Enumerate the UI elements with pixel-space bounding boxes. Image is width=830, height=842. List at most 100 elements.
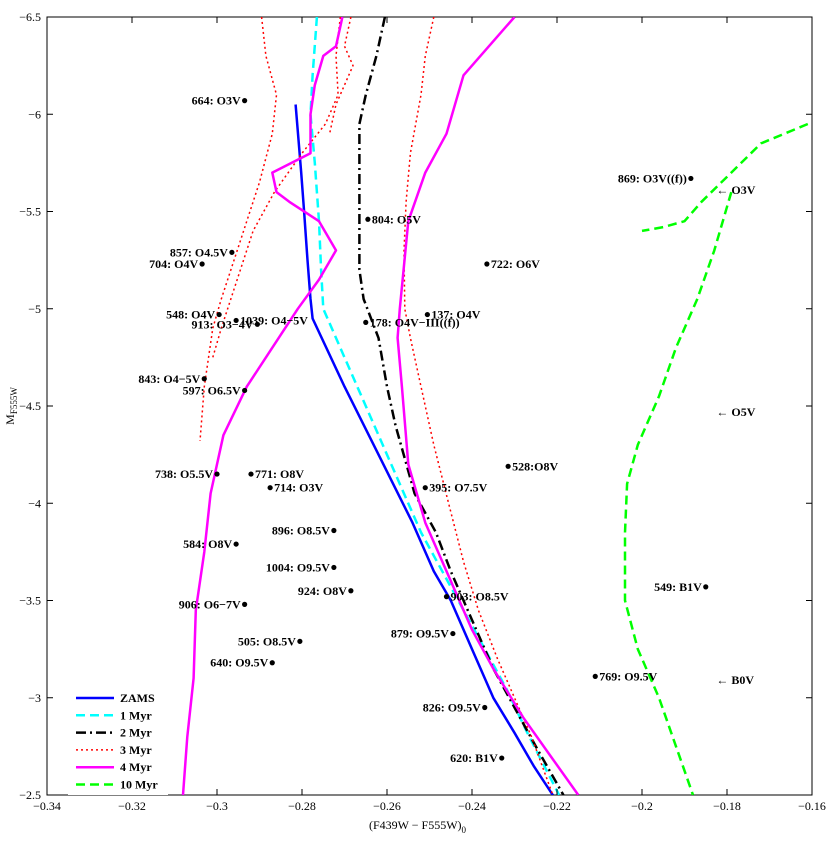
- star-point: [505, 463, 511, 469]
- plot-frame: [46, 16, 813, 796]
- star-label: 771: O8V: [255, 467, 304, 481]
- star-label: 857: O4.5V: [170, 245, 228, 259]
- legend-label: 1 Myr: [120, 708, 152, 722]
- star-point: [484, 261, 490, 267]
- star-point: [269, 660, 275, 666]
- star-point: [482, 704, 488, 711]
- star-point: [592, 673, 598, 679]
- star-point: [242, 98, 248, 104]
- legend-label: ZAMS: [120, 691, 155, 705]
- y-axis-title: MF555W: [3, 387, 19, 425]
- star-point: [363, 319, 369, 325]
- curve-3-myr-5: [212, 17, 342, 358]
- star-point: [248, 471, 254, 477]
- curve-10-myr-10: [623, 191, 733, 795]
- x-tick-label: −0.22: [543, 799, 571, 813]
- star-point: [348, 588, 354, 594]
- spectral-type-markers: ← O3V ← O5V ← B0V: [716, 183, 755, 687]
- star-point: [201, 376, 207, 382]
- x-axis-title: (F439W − F555W)0: [369, 818, 467, 835]
- star-label: 178: O4V−III((f)): [370, 315, 460, 329]
- star-label: 869: O3V((f)): [618, 171, 687, 185]
- y-axis-title-main: M: [3, 414, 17, 425]
- spectral-type-marker: ← B0V: [716, 673, 754, 687]
- curve-zams-0: [294, 104, 554, 795]
- star-point: [499, 755, 505, 761]
- plot-border: [46, 16, 813, 796]
- star-label: 137: O4V: [431, 308, 480, 322]
- star-label: 664: O3V: [192, 94, 241, 108]
- spectral-type-marker: ← O3V: [716, 183, 755, 197]
- star-point: [242, 601, 248, 607]
- x-tick-label: −0.28: [288, 799, 316, 813]
- star-point: [331, 527, 337, 534]
- spectral-type-marker: ← O5V: [716, 405, 755, 419]
- x-tick-label: −0.24: [458, 799, 486, 813]
- x-axis-title-main: (F439W − F555W): [369, 818, 462, 832]
- star-point: [233, 317, 239, 324]
- x-tick-label: −0.32: [118, 799, 146, 813]
- curve-4-myr-8: [181, 17, 344, 795]
- star-label: 906: O6−7V: [179, 597, 241, 611]
- star-point: [450, 630, 456, 637]
- x-tick-label: −0.26: [373, 799, 401, 813]
- x-tick-label: −0.34: [33, 799, 61, 813]
- star-point: [422, 485, 428, 491]
- star-label: 620: B1V: [450, 751, 498, 765]
- x-axis-title-subscript: 0: [462, 825, 467, 835]
- star-point: [424, 311, 430, 318]
- y-tick-label: −3: [28, 691, 41, 705]
- star-label: 913: O3−4V: [192, 317, 254, 331]
- star-label: 924: O8V: [298, 584, 347, 598]
- star-label: 804: O5V: [372, 212, 421, 226]
- y-tick-label: −5.5: [19, 205, 41, 219]
- star-label: 528:O8V: [512, 459, 558, 473]
- star-label: 769: O9.5V: [599, 669, 657, 683]
- curve-3-myr-6: [328, 17, 354, 134]
- star-label: 395: O7.5V: [429, 481, 487, 495]
- star-label: 549: B1V: [654, 580, 702, 594]
- star-label: 704: O4V: [149, 257, 198, 271]
- star-label: 843: O4−5V: [138, 372, 200, 386]
- y-tick-label: −4: [28, 496, 41, 510]
- star-point: [254, 321, 260, 327]
- star-label: 903: O8.5V: [451, 590, 509, 604]
- star-label: 548: O4V: [166, 308, 215, 322]
- curve-3-myr-3: [403, 17, 554, 795]
- y-tick-label: −3.5: [19, 594, 41, 608]
- x-tick-label: −0.18: [713, 799, 741, 813]
- star-label: 597: O6.5V: [183, 383, 241, 397]
- star-point: [216, 311, 222, 318]
- curve-10-myr-9: [641, 122, 809, 233]
- star-point: [229, 249, 235, 255]
- star-label: 714: O3V: [274, 481, 323, 495]
- curve-2-myr-2: [358, 17, 565, 795]
- star-label: 584: O8V: [183, 537, 232, 551]
- star-point: [703, 584, 709, 590]
- star-point: [214, 471, 220, 477]
- star-label: 879: O9.5V: [391, 627, 449, 641]
- x-tick-label: −0.3: [206, 799, 228, 813]
- star-label: 826: O9.5V: [423, 700, 481, 714]
- x-tick-label: −0.2: [631, 799, 653, 813]
- legend-box: [68, 687, 168, 795]
- curve-3-myr-4: [199, 17, 278, 442]
- legend: ZAMS 1 Myr 2 Myr 3 Myr 4 Myr 10 Myr: [68, 687, 168, 795]
- y-tick-label: −2.5: [19, 788, 41, 802]
- star-label: 505: O8.5V: [238, 634, 296, 648]
- legend-label: 10 Myr: [120, 778, 158, 792]
- y-axis-title-subscript: F555W: [9, 387, 19, 415]
- y-tick-label: −6: [28, 107, 41, 121]
- star-point: [233, 541, 239, 547]
- star-point: [443, 594, 450, 600]
- star-point: [365, 216, 371, 222]
- y-tick-label: −4.5: [19, 399, 41, 413]
- legend-label: 2 Myr: [120, 726, 152, 740]
- legend-label: 3 Myr: [120, 743, 152, 757]
- y-tick-label: −6.5: [19, 10, 41, 24]
- star-label: 640: O9.5V: [210, 656, 268, 670]
- x-tick-label: −0.16: [798, 799, 826, 813]
- star-point: [297, 638, 303, 644]
